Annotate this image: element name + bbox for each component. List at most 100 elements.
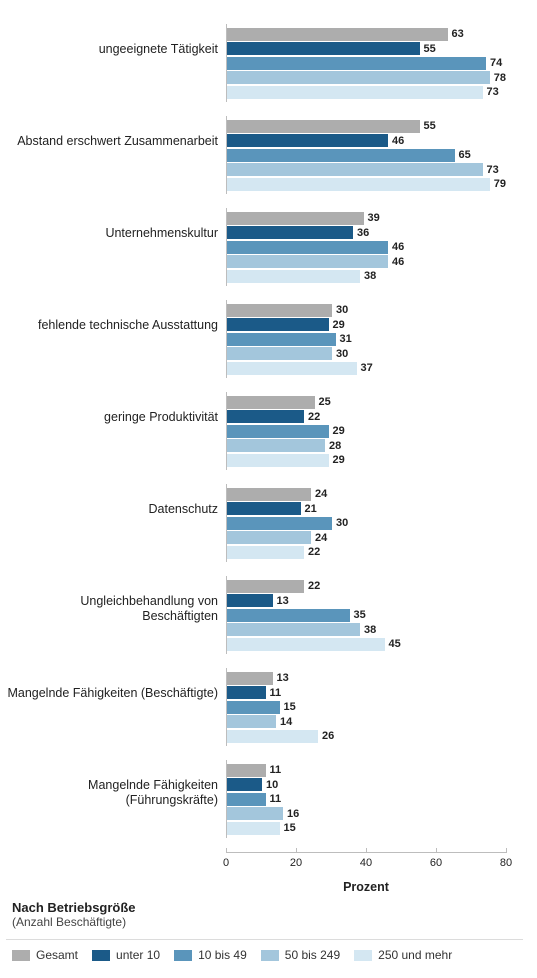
legend-item: 50 bis 249 (261, 948, 340, 962)
bar (227, 594, 273, 607)
bar-row: 35 (227, 609, 506, 622)
bar-value: 11 (266, 793, 282, 805)
bar-value: 73 (483, 86, 499, 98)
bar (227, 439, 325, 452)
bar-row: 26 (227, 730, 506, 743)
bar-row: 29 (227, 454, 506, 467)
bar (227, 57, 486, 70)
bar-row: 22 (227, 580, 506, 593)
bar-row: 11 (227, 793, 506, 806)
bar-value: 46 (388, 241, 404, 253)
bar-row: 38 (227, 270, 506, 283)
bar (227, 396, 315, 409)
bar-value: 22 (304, 580, 320, 592)
bar (227, 580, 304, 593)
bar-row: 22 (227, 546, 506, 559)
bar (227, 28, 448, 41)
category-label: Datenschutz (6, 484, 226, 517)
bar (227, 517, 332, 530)
bar (227, 609, 350, 622)
bar-row: 16 (227, 807, 506, 820)
bar-row: 65 (227, 149, 506, 162)
bar-value: 10 (262, 779, 278, 791)
legend-swatch (12, 950, 30, 961)
bar-value: 24 (311, 532, 327, 544)
bar-stack: 30 29 31 30 37 (226, 300, 506, 378)
bar-value: 29 (329, 319, 345, 331)
bar (227, 822, 280, 835)
legend-swatch (92, 950, 110, 961)
bar-value: 30 (332, 348, 348, 360)
bar (227, 488, 311, 501)
bar-stack: 2213353845 (226, 576, 506, 654)
bar (227, 333, 336, 346)
bar-row: 74 (227, 57, 506, 70)
bar-row: 24 (227, 531, 506, 544)
bar-row: 63 (227, 28, 506, 41)
axis-tick (296, 848, 297, 853)
bar-row: 10 (227, 778, 506, 791)
bar-stack: 1110111615 (226, 760, 506, 838)
bar (227, 212, 364, 225)
bar-value: 29 (329, 454, 345, 466)
axis-tick (436, 848, 437, 853)
axis-tick (506, 848, 507, 853)
bar-stack: 6355747873 (226, 24, 506, 102)
bar-value: 13 (273, 672, 289, 684)
bar (227, 163, 483, 176)
category-label: Ungleichbehandlung von Beschäftigten (6, 576, 226, 624)
bar-value: 31 (336, 333, 352, 345)
bar (227, 778, 262, 791)
bar-row: 73 (227, 163, 506, 176)
bar (227, 425, 329, 438)
legend-item: 10 bis 49 (174, 948, 247, 962)
bar-row: 36 (227, 226, 506, 239)
bar (227, 270, 360, 283)
bar-row: 73 (227, 86, 506, 99)
bar (227, 502, 301, 515)
category-group: Ungleichbehandlung von Beschäftigten2213… (6, 576, 523, 654)
category-label: Unternehmenskultur (6, 208, 226, 241)
bar (227, 546, 304, 559)
bar-value: 35 (350, 609, 366, 621)
bar-row: 29 (227, 425, 506, 438)
bar-value: 25 (315, 396, 331, 408)
bar-row: 11 (227, 686, 506, 699)
bar-value: 37 (357, 362, 373, 374)
axis-tick-label: 60 (430, 857, 442, 869)
bar-row: 38 (227, 623, 506, 636)
axis-tick-label: 0 (223, 857, 229, 869)
x-axis-label: Prozent (226, 880, 506, 894)
bar (227, 701, 280, 714)
footer-subtitle: (Anzahl Beschäftigte) (12, 915, 523, 929)
bar (227, 226, 353, 239)
bar (227, 318, 329, 331)
bar (227, 149, 455, 162)
bar-row: 29 (227, 318, 506, 331)
bar (227, 241, 388, 254)
bar-value: 30 (332, 304, 348, 316)
bar-value: 79 (490, 178, 506, 190)
category-group: Mangelnde Fähigkeiten (Beschäftigte)1311… (6, 668, 523, 746)
bar (227, 178, 490, 191)
legend-item: 250 und mehr (354, 948, 452, 962)
legend-label: 10 bis 49 (198, 948, 247, 962)
bar-row: 11 (227, 764, 506, 777)
legend-label: 250 und mehr (378, 948, 452, 962)
category-label: geringe Produktivität (6, 392, 226, 425)
legend-swatch (261, 950, 279, 961)
legend-item: Gesamt (12, 948, 78, 962)
bar-value: 16 (283, 808, 299, 820)
bar-value: 15 (280, 701, 296, 713)
legend: Gesamt unter 10 10 bis 49 50 bis 249 250 und… (6, 939, 523, 968)
legend-label: unter 10 (116, 948, 160, 962)
bar-value: 55 (420, 120, 436, 132)
bar (227, 362, 357, 375)
footer-title-block: Nach Betriebsgröße (Anzahl Beschäftigte) (12, 900, 523, 929)
bar-row: 25 (227, 396, 506, 409)
axis-tick-label: 40 (360, 857, 372, 869)
bar-row: 30 (227, 517, 506, 530)
category-group: Abstand erschwert Zusammenarbeit55466573… (6, 116, 523, 194)
bar-value: 11 (266, 764, 282, 776)
bar-row: 78 (227, 71, 506, 84)
